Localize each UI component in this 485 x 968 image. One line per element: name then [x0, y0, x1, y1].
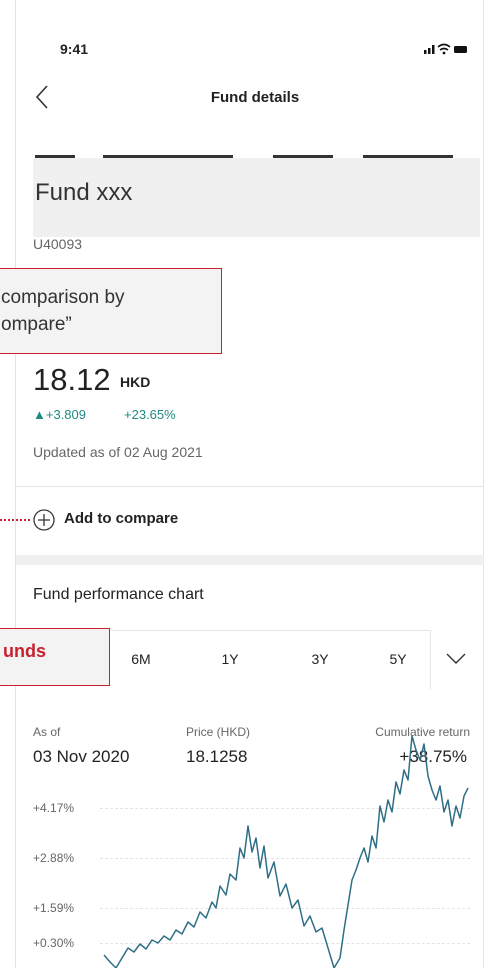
period-tab[interactable]: 1Y [221, 651, 239, 667]
column-value: 03 Nov 2020 [33, 747, 130, 766]
updated-date: Updated as of 02 Aug 2021 [33, 444, 203, 460]
callout-box: comparison by ompare” [0, 268, 222, 354]
y-label: +0.30% [33, 936, 75, 950]
section-separator [16, 555, 484, 565]
y-label: +1.59% [33, 901, 75, 915]
compare-connector [0, 509, 55, 531]
page-frame [15, 0, 484, 968]
callout-text: ompare” [1, 314, 72, 335]
column-label: Price (HKD) [186, 725, 251, 739]
price: 18.12 [33, 362, 111, 397]
grid-line [100, 908, 470, 909]
column-label: Cumulative return [375, 725, 470, 739]
fund-code: U40093 [33, 236, 83, 252]
price-change-pct: +23.65% [124, 407, 176, 422]
more-periods[interactable] [445, 651, 467, 665]
grid-line [100, 858, 470, 859]
page-title: Fund details [210, 89, 300, 106]
status-icons [424, 43, 467, 55]
column-label: As of [33, 725, 61, 739]
grid-line [100, 943, 470, 944]
divider [16, 486, 484, 487]
add-to-compare[interactable]: Add to compare [64, 510, 179, 527]
tab-border [110, 630, 430, 631]
callout-text: unds [3, 641, 46, 661]
fund-name: Fund xxx [35, 179, 133, 206]
period-tab[interactable]: 5Y [389, 651, 407, 667]
period-tab[interactable]: 3Y [311, 651, 329, 667]
tab-border [430, 630, 431, 690]
grid-line [100, 808, 470, 809]
price-change: ▲+3.809 [33, 407, 86, 422]
name-mask [33, 158, 480, 237]
y-label: +2.88% [33, 851, 75, 865]
column-value: 18.1258 [186, 747, 248, 766]
period-tab[interactable]: 6M [131, 651, 151, 667]
status-time: 9:41 [60, 41, 89, 57]
back-button[interactable] [34, 84, 50, 110]
section-title: Fund performance chart [33, 586, 204, 603]
currency: HKD [120, 374, 151, 390]
callout-text: comparison by [1, 287, 125, 308]
callout-box: unds [0, 628, 110, 686]
y-label: +4.17% [33, 801, 75, 815]
